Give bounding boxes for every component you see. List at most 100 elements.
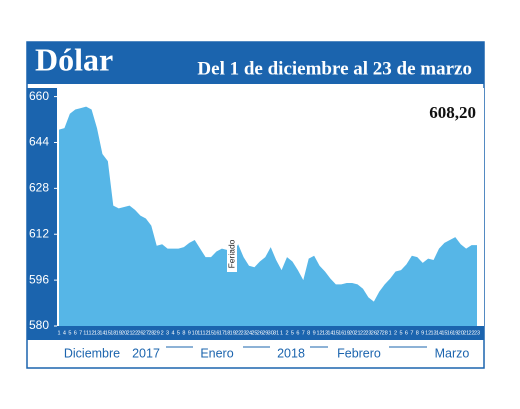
x-tick-label: 6 bbox=[405, 330, 408, 336]
x-tick-label: 13 bbox=[431, 330, 437, 336]
x-tick-label: 8 bbox=[307, 330, 310, 336]
x-tick-label: 12 bbox=[203, 330, 209, 336]
area bbox=[59, 106, 477, 327]
month-label: 2017 bbox=[132, 346, 160, 360]
last-value: 608,20 bbox=[429, 103, 476, 122]
y-tick-label: 644 bbox=[29, 135, 49, 149]
x-tick-label: 22 bbox=[360, 330, 366, 336]
annotation-box bbox=[227, 236, 237, 272]
x-tick-label: 4 bbox=[63, 330, 66, 336]
x-tick-label: 19 bbox=[452, 330, 458, 336]
x-tick-label: 27 bbox=[376, 330, 382, 336]
y-tick-label: 612 bbox=[29, 226, 49, 240]
x-tick-label: 1 bbox=[389, 330, 392, 336]
x-tick-label: 6 bbox=[296, 330, 299, 336]
month-label: Febrero bbox=[337, 346, 381, 360]
x-tick-label: 20 bbox=[458, 330, 464, 336]
month-label: Enero bbox=[200, 346, 233, 360]
x-tick-label: 21 bbox=[463, 330, 469, 336]
x-tick-label: 12 bbox=[89, 330, 95, 336]
x-tick-label: 16 bbox=[213, 330, 219, 336]
x-tick-label: 1 bbox=[280, 330, 283, 336]
x-tick-label: 15 bbox=[333, 330, 339, 336]
y-tick-label: 628 bbox=[29, 181, 49, 195]
x-tick-label: 8 bbox=[182, 330, 185, 336]
y-tick-label: 660 bbox=[29, 89, 49, 103]
x-tick-label: 7 bbox=[302, 330, 305, 336]
x-tick-label: 9 bbox=[313, 330, 316, 336]
x-tick-label: 21 bbox=[127, 330, 133, 336]
x-tick-label: 15 bbox=[105, 330, 111, 336]
x-tick-label: 5 bbox=[68, 330, 71, 336]
x-tick-label: 23 bbox=[365, 330, 371, 336]
x-tick-label: 26 bbox=[371, 330, 377, 336]
header bbox=[27, 42, 484, 84]
holiday-annotation: Feriado bbox=[226, 239, 236, 268]
x-tick-label: 22 bbox=[235, 330, 241, 336]
x-tick-label: 27 bbox=[143, 330, 149, 336]
x-tick-label: 22 bbox=[132, 330, 138, 336]
y-axis-strip bbox=[27, 88, 57, 340]
x-tick-label: 16 bbox=[338, 330, 344, 336]
x-tick-label: 2 bbox=[285, 330, 288, 336]
x-tick-label: 5 bbox=[399, 330, 402, 336]
x-tick-label: 29 bbox=[154, 330, 160, 336]
x-tick-label: 2 bbox=[394, 330, 397, 336]
month-label: 2018 bbox=[277, 346, 305, 360]
x-tick-label: 22 bbox=[469, 330, 475, 336]
x-tick-label: 24 bbox=[246, 330, 252, 336]
x-tick-label: 23 bbox=[474, 330, 480, 336]
x-tick-label: 26 bbox=[257, 330, 263, 336]
x-tick-label: 28 bbox=[148, 330, 154, 336]
x-tick-label: 11 bbox=[83, 330, 89, 336]
x-tick-label: 7 bbox=[79, 330, 82, 336]
x-axis-strip bbox=[27, 326, 484, 340]
chart-subtitle: Del 1 de diciembre al 23 de marzo bbox=[197, 58, 472, 79]
x-tick-label: 25 bbox=[251, 330, 257, 336]
x-tick-label: 6 bbox=[74, 330, 77, 336]
x-tick-label: 30 bbox=[268, 330, 274, 336]
x-tick-label: 12 bbox=[425, 330, 431, 336]
y-tick-label: 580 bbox=[29, 318, 49, 332]
x-tick-label: 12 bbox=[317, 330, 323, 336]
x-tick-label: 14 bbox=[327, 330, 333, 336]
x-tick-label: 17 bbox=[219, 330, 225, 336]
x-tick-label: 1 bbox=[57, 330, 60, 336]
x-tick-label: 26 bbox=[137, 330, 143, 336]
x-tick-label: 13 bbox=[322, 330, 328, 336]
x-tick-label: 28 bbox=[382, 330, 388, 336]
y-tick-label: 596 bbox=[29, 272, 49, 286]
x-tick-label: 5 bbox=[177, 330, 180, 336]
x-tick-label: 19 bbox=[230, 330, 236, 336]
x-tick-label: 18 bbox=[224, 330, 230, 336]
x-tick-label: 23 bbox=[241, 330, 247, 336]
x-tick-label: 20 bbox=[121, 330, 127, 336]
month-label: Diciembre bbox=[64, 346, 120, 360]
x-tick-label: 8 bbox=[416, 330, 419, 336]
x-tick-label: 19 bbox=[344, 330, 350, 336]
x-tick-label: 10 bbox=[192, 330, 198, 336]
x-tick-label: 21 bbox=[355, 330, 361, 336]
x-tick-label: 9 bbox=[421, 330, 424, 336]
chart-title: Dólar bbox=[35, 41, 113, 77]
x-tick-label: 14 bbox=[99, 330, 105, 336]
x-tick-label: 20 bbox=[349, 330, 355, 336]
x-tick-label: 3 bbox=[166, 330, 169, 336]
x-tick-label: 5 bbox=[291, 330, 294, 336]
x-tick-label: 31 bbox=[273, 330, 279, 336]
x-tick-label: 29 bbox=[262, 330, 268, 336]
x-tick-label: 4 bbox=[171, 330, 174, 336]
x-tick-label: 7 bbox=[410, 330, 413, 336]
x-tick-label: 16 bbox=[447, 330, 453, 336]
x-tick-label: 11 bbox=[197, 330, 203, 336]
x-tick-label: 9 bbox=[188, 330, 191, 336]
x-tick-label: 15 bbox=[208, 330, 214, 336]
x-tick-label: 19 bbox=[116, 330, 122, 336]
x-tick-label: 13 bbox=[94, 330, 100, 336]
x-tick-label: 18 bbox=[110, 330, 116, 336]
x-tick-label: 15 bbox=[441, 330, 447, 336]
x-tick-label: 2 bbox=[161, 330, 164, 336]
month-label: Marzo bbox=[435, 346, 470, 360]
